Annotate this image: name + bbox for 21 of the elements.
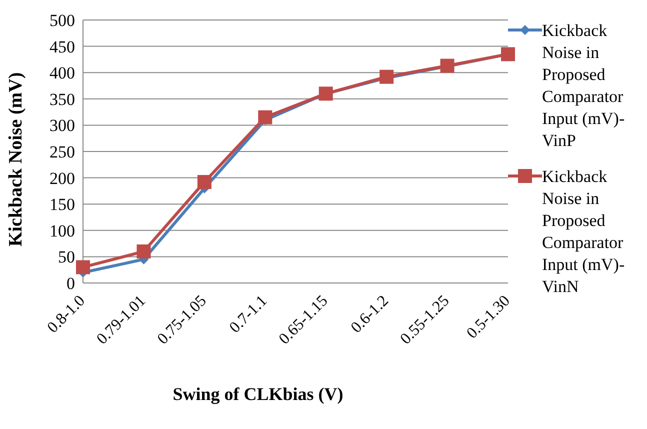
point [440,58,454,73]
y-tick-label: 400 [50,64,75,83]
y-tick-label: 100 [50,221,75,240]
y-tick-label: 500 [50,11,75,30]
y-tick-label: 350 [50,90,75,109]
y-tick-label: 200 [50,168,75,188]
point [258,110,272,124]
y-tick-label: 150 [50,195,75,214]
legend-label: Kickback Noise in Proposed Comparator Input (mV)-VinN [542,166,626,298]
y-tick-label: 50 [58,248,75,267]
y-tick-label: 300 [50,116,75,136]
y-tick-label: 0 [66,274,75,294]
point [380,70,394,84]
point [136,244,151,258]
y-tick-label: 250 [50,142,75,162]
y-axis-title: Kickback Noise (mV) [6,72,27,246]
y-tick-label: 450 [50,37,75,56]
point [197,175,212,190]
x-axis-title: Swing of CLKbias (V) [172,384,344,405]
point [76,260,90,274]
legend-label: Kickback Noise in Proposed Comparator Input (mV)-VinP [542,20,626,152]
